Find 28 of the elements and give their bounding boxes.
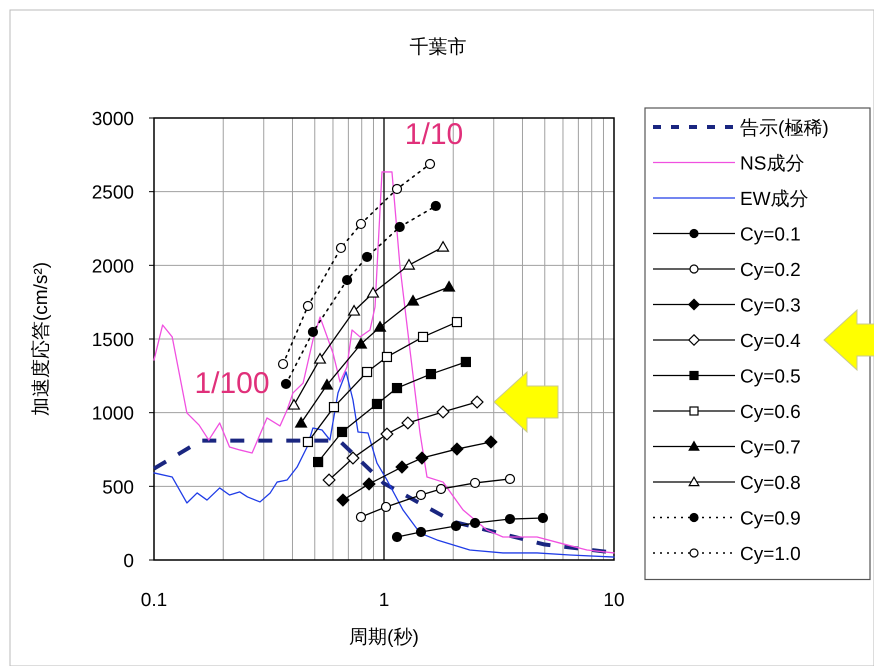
- legend-label: Cy=0.4: [740, 331, 802, 352]
- x-tick-label: 1: [378, 590, 390, 611]
- legend-label: NS成分: [740, 154, 804, 174]
- legend-label: Cy=0.5: [740, 366, 801, 388]
- legend-label: Cy=0.8: [740, 473, 801, 494]
- annotation: 1/100: [194, 367, 270, 400]
- chart-title: 千葉市: [410, 36, 466, 58]
- y-tick-label: 2500: [92, 182, 134, 204]
- legend-label: Cy=0.6: [740, 402, 801, 423]
- legend-label: 告示(極稀): [740, 118, 829, 139]
- legend-label: Cy=0.9: [740, 508, 801, 530]
- y-tick-label: 0: [123, 551, 134, 572]
- legend-label: Cy=1.0: [740, 544, 801, 565]
- y-tick-label: 3000: [92, 109, 134, 130]
- legend-label: Cy=0.2: [740, 260, 801, 281]
- y-tick-label: 1500: [92, 330, 134, 351]
- legend-label: Cy=0.1: [740, 224, 801, 246]
- y-tick-label: 1000: [92, 404, 134, 425]
- annotation: 1/10: [404, 118, 464, 151]
- x-tick-label: 0.1: [140, 590, 168, 611]
- y-tick-label: 2000: [92, 256, 134, 278]
- y-axis-title: 加速度応答(cm/s²): [30, 262, 52, 416]
- y-tick-label: 500: [102, 477, 134, 498]
- legend-label: Cy=0.3: [740, 296, 801, 316]
- x-tick-label: 10: [603, 590, 625, 611]
- x-axis-title: 周期(秒): [349, 627, 419, 648]
- legend-label: Cy=0.7: [740, 438, 801, 458]
- legend-label: EW成分: [740, 189, 809, 210]
